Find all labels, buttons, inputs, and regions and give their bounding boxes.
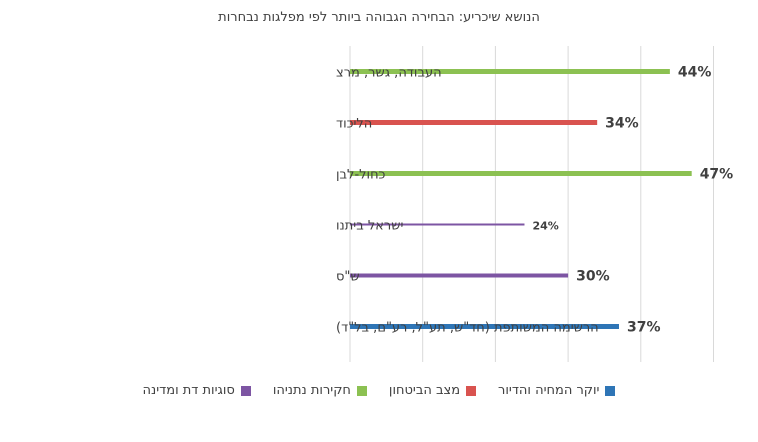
category-label: ישראל ביתנו [336, 219, 403, 234]
legend-label: יוקר המחיה והדיור [498, 383, 600, 398]
legend-label: חקירות נתניהו [272, 383, 351, 398]
category-label: כחול-לבן [336, 168, 386, 183]
legend-item: סוגיות דת ומדינה [143, 383, 251, 398]
gridlines [349, 46, 714, 362]
legend-swatch [466, 385, 477, 396]
data-label: 44% [678, 65, 712, 81]
bar [350, 273, 569, 278]
legend-label: מצב הביטחון [388, 383, 461, 398]
category-label: הליכוד [336, 117, 372, 132]
legend-item: מצב הביטחון [388, 383, 477, 398]
category-label: העבודה, גשר, מרצ [336, 66, 442, 81]
bar [350, 223, 525, 226]
data-label: 47% [700, 167, 734, 183]
chart-title: הנושא שיכריע: הבחירה הגבוהה ביותר לפי מפ… [218, 10, 540, 25]
data-label: 24% [532, 220, 558, 233]
bar [350, 171, 692, 176]
legend-item: יוקר המחיה והדיור [498, 383, 616, 398]
legend-swatch [240, 385, 251, 396]
bars [350, 69, 692, 329]
data-label: 34% [605, 116, 639, 132]
legend-label: סוגיות דת ומדינה [142, 383, 235, 398]
labels: העבודה, גשר, מרצ 44% הליכוד 34% כחול-לבן 47% י… [336, 65, 733, 336]
data-label: 37% [627, 320, 661, 336]
category-label: ש"ס [336, 270, 360, 285]
category-label: הרשימה המשותפת (חד"ש, תע"ל, רע"ם, בל"ד) [336, 321, 599, 336]
legend: יוקר המחיה והדיור מצב הביטחון חקירות נתניה… [0, 383, 758, 398]
legend-item: חקירות נתניהו [273, 383, 367, 398]
legend-swatch [605, 385, 616, 396]
bar [350, 120, 598, 125]
bar [350, 69, 670, 74]
legend-swatch [356, 385, 367, 396]
bar [350, 324, 619, 329]
data-label: 30% [576, 269, 610, 285]
